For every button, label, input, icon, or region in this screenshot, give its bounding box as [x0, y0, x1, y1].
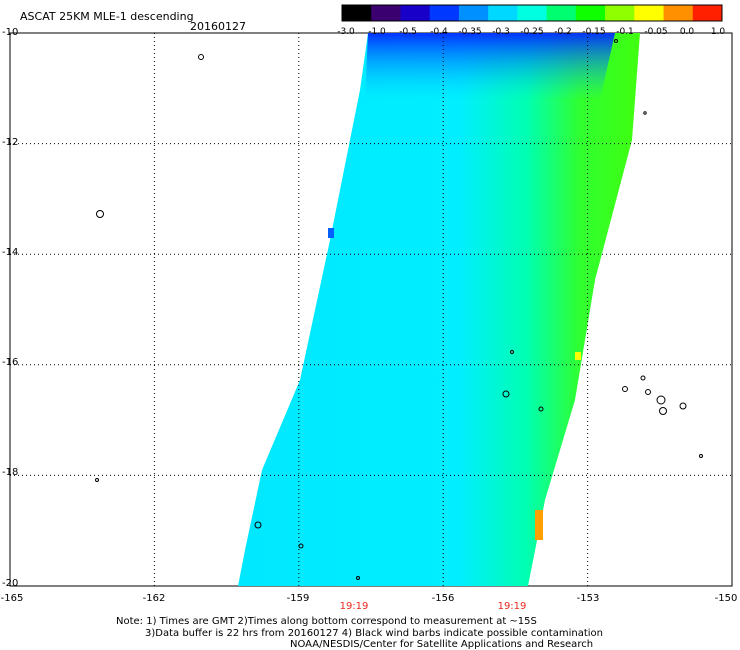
- lat-label: -18: [2, 467, 19, 478]
- colorbar-segment: [634, 5, 665, 21]
- colorbar-segment: [546, 5, 577, 21]
- colorbar-segment: [371, 5, 401, 21]
- colorbar-tick-label: -0.05: [644, 27, 668, 37]
- swath-blue-cell: [328, 228, 334, 238]
- colorbar-segment: [488, 5, 518, 21]
- colorbar-segment: [342, 5, 372, 21]
- colorbar-tick-label: -0.5: [399, 27, 417, 37]
- colorbar-tick-label: -0.35: [458, 27, 482, 37]
- lon-label: -156: [431, 593, 455, 604]
- lon-label: -162: [142, 593, 166, 604]
- time-label: 19:19: [339, 601, 369, 612]
- note-line-3: NOAA/NESDIS/Center for Satellite Applica…: [290, 639, 594, 650]
- colorbar-tick-label: -0.4: [430, 27, 448, 37]
- lon-label: -165: [0, 593, 24, 604]
- swath-north-band: [365, 33, 615, 100]
- colorbar-segment: [458, 5, 489, 21]
- colorbar-tick-label: 1.0: [710, 27, 726, 37]
- lat-label: -20: [2, 578, 19, 589]
- colorbar-tick-label: -1.0: [368, 27, 386, 37]
- lat-label: -16: [2, 357, 19, 368]
- map-title: ASCAT 25KM MLE-1 descending: [20, 10, 194, 23]
- island-outlines: [95, 39, 703, 580]
- colorbar-tick-label: -0.1: [616, 27, 634, 37]
- lon-label: -159: [286, 593, 310, 604]
- colorbar-tick-label: -0.25: [520, 27, 544, 37]
- colorbar-segment: [517, 5, 548, 21]
- lon-label: -150: [714, 593, 738, 604]
- swath-yellow-cell: [575, 352, 581, 360]
- scatterometer-swath: [238, 33, 640, 586]
- colorbar-segment: [400, 5, 431, 21]
- colorbar-segment: [663, 5, 694, 21]
- lat-label: -12: [2, 137, 19, 148]
- time-label: 19:19: [497, 601, 527, 612]
- swath-orange-cell: [535, 510, 543, 540]
- note-line-1: Note: 1) Times are GMT 2)Times along bot…: [116, 616, 537, 627]
- colorbar-border: [341, 4, 723, 22]
- lon-label: -153: [576, 593, 600, 604]
- colorbar-tick-label: -0.3: [492, 27, 510, 37]
- colorbar-segment: [575, 5, 606, 21]
- lat-label: -10: [2, 27, 19, 38]
- map-date: 20160127: [190, 20, 246, 33]
- colorbar-segment: [605, 5, 635, 21]
- lat-label: -14: [2, 247, 19, 258]
- colorbar-tick-label: -3.0: [337, 27, 355, 37]
- colorbar-segment: [429, 5, 460, 21]
- colorbar: [341, 4, 723, 22]
- colorbar-tick-label: 0.0: [679, 27, 695, 37]
- colorbar-segment: [692, 5, 723, 21]
- graticule: [10, 33, 732, 586]
- colorbar-tick-label: -0.2: [554, 27, 572, 37]
- colorbar-tick-label: -0.15: [582, 27, 606, 37]
- note-line-2: 3)Data buffer is 22 hrs from 20160127 4)…: [145, 628, 603, 639]
